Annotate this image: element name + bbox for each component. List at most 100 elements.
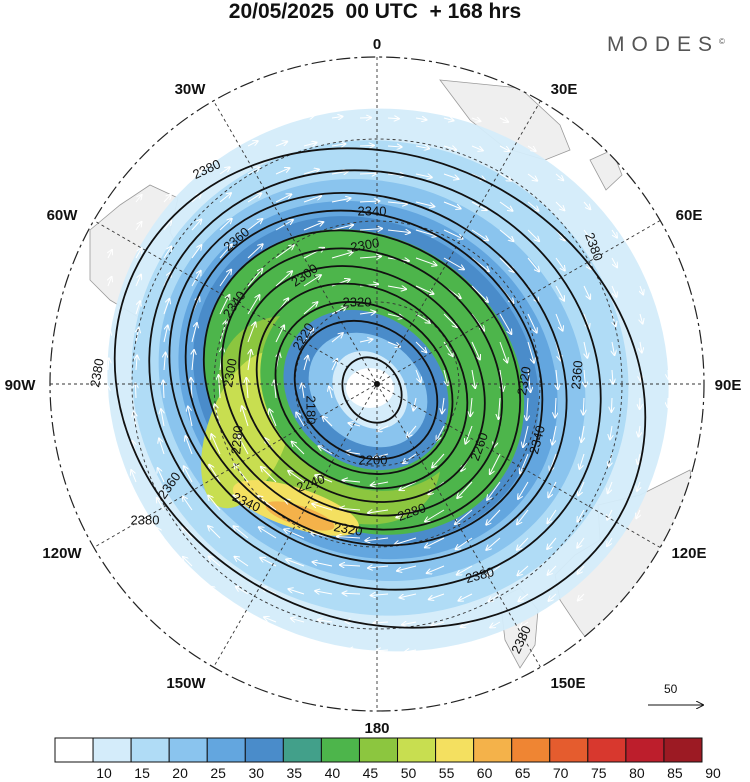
contour-label: 2320 — [333, 519, 364, 539]
wind-vector — [157, 558, 165, 567]
map-boundary — [49, 56, 705, 712]
wind-vector — [442, 397, 444, 413]
lon-label-120w: 120W — [42, 545, 82, 562]
colorbar-label: 35 — [286, 765, 303, 781]
lon-label-30e: 30E — [551, 81, 578, 98]
wind-vector — [607, 537, 613, 546]
contour-label: 2380 — [464, 564, 496, 586]
wind-band-inner-10 — [346, 368, 394, 408]
wind-vector — [288, 589, 305, 595]
wind-vector — [211, 434, 221, 455]
wind-vector — [291, 618, 305, 622]
wind-vector — [191, 323, 197, 343]
wind-vector — [219, 167, 230, 175]
colorbar-swatch — [625, 737, 665, 763]
wind-vector — [427, 565, 445, 573]
wind-vector — [518, 481, 529, 499]
contour-label: 2380 — [131, 512, 160, 527]
colorbar-label: 60 — [476, 765, 493, 781]
wind-vector — [191, 271, 201, 287]
wind-vector — [108, 250, 112, 259]
wind-vector — [555, 285, 564, 301]
wind-vector — [210, 587, 221, 595]
wind-vector — [415, 257, 437, 265]
wind-vector — [288, 471, 305, 483]
wind-vector — [376, 650, 389, 651]
wind-vector — [555, 173, 563, 180]
wind-vector — [188, 407, 193, 427]
wind-vector — [490, 621, 501, 628]
wind-vector — [343, 593, 361, 594]
wind-vector — [371, 594, 389, 596]
lon-label-90e: 90E — [715, 377, 742, 394]
wind-vector — [523, 425, 529, 447]
wind-vector — [579, 453, 585, 469]
contour-2340 — [168, 191, 568, 565]
wind-vector — [303, 196, 321, 203]
wind-vector — [164, 353, 166, 371]
wind-vector — [499, 313, 511, 334]
wind-vector — [131, 559, 137, 567]
geopotential-contours — [113, 147, 647, 629]
wind-vector — [219, 270, 231, 287]
wind-vector — [184, 466, 193, 483]
wind-vector — [527, 201, 538, 211]
wind-vector — [415, 313, 430, 323]
wind-vector — [79, 417, 80, 427]
contour-label: 2300 — [220, 357, 240, 388]
wind-vector — [163, 381, 164, 399]
wind-vector — [303, 302, 317, 315]
wind-vector — [247, 114, 256, 118]
wind-vector — [527, 145, 536, 151]
colorbar — [54, 737, 703, 763]
wind-vector — [498, 397, 500, 419]
colorbar-label: 65 — [514, 765, 531, 781]
wind-vector — [415, 285, 434, 294]
wind-vector — [435, 678, 445, 680]
wind-vector — [219, 219, 232, 231]
wind-vector — [548, 481, 557, 497]
contour-2280 — [220, 247, 504, 517]
wind-vector — [583, 285, 590, 299]
wind-vector — [211, 617, 221, 623]
wind-vector — [403, 453, 417, 463]
wind-vector — [266, 647, 277, 650]
colorbar-label: 90 — [705, 765, 721, 781]
wind-vector — [80, 305, 82, 315]
wind-vector — [105, 443, 108, 455]
wind-vector — [379, 678, 389, 679]
wind-vector — [443, 257, 464, 269]
wind-vector — [368, 510, 389, 513]
lon-label-60e: 60E — [676, 207, 703, 224]
wind-vector — [636, 509, 640, 518]
wind-vector — [374, 622, 389, 623]
wind-vector — [337, 537, 361, 539]
brand-logo: MODES© — [607, 33, 725, 57]
wind-vector — [399, 481, 417, 490]
colorbar-label: 75 — [591, 765, 607, 781]
wind-vector — [240, 646, 249, 650]
wind-vector — [578, 481, 585, 495]
contour-2240 — [255, 282, 469, 490]
wind-vector — [607, 509, 613, 520]
colorbar-label: 10 — [96, 765, 112, 781]
wind-vector — [443, 118, 454, 121]
wind-vector — [527, 257, 539, 272]
wind-vector — [397, 565, 417, 571]
colorbar-label: 55 — [438, 765, 455, 781]
wind-vector — [471, 257, 489, 271]
wind-vector — [238, 617, 249, 623]
contour-2300 — [202, 229, 522, 531]
wind-vector — [275, 271, 292, 287]
wind-vector — [303, 143, 317, 146]
wind-vector — [612, 313, 616, 326]
contour-2180 — [341, 356, 403, 424]
wind-vector — [555, 257, 565, 271]
wind-vector — [486, 537, 501, 550]
wind-vector — [247, 295, 260, 315]
lon-label-60w: 60W — [47, 207, 79, 224]
wind-vector — [321, 648, 333, 650]
wind-vector — [455, 509, 473, 524]
wind-vector — [387, 90, 397, 91]
